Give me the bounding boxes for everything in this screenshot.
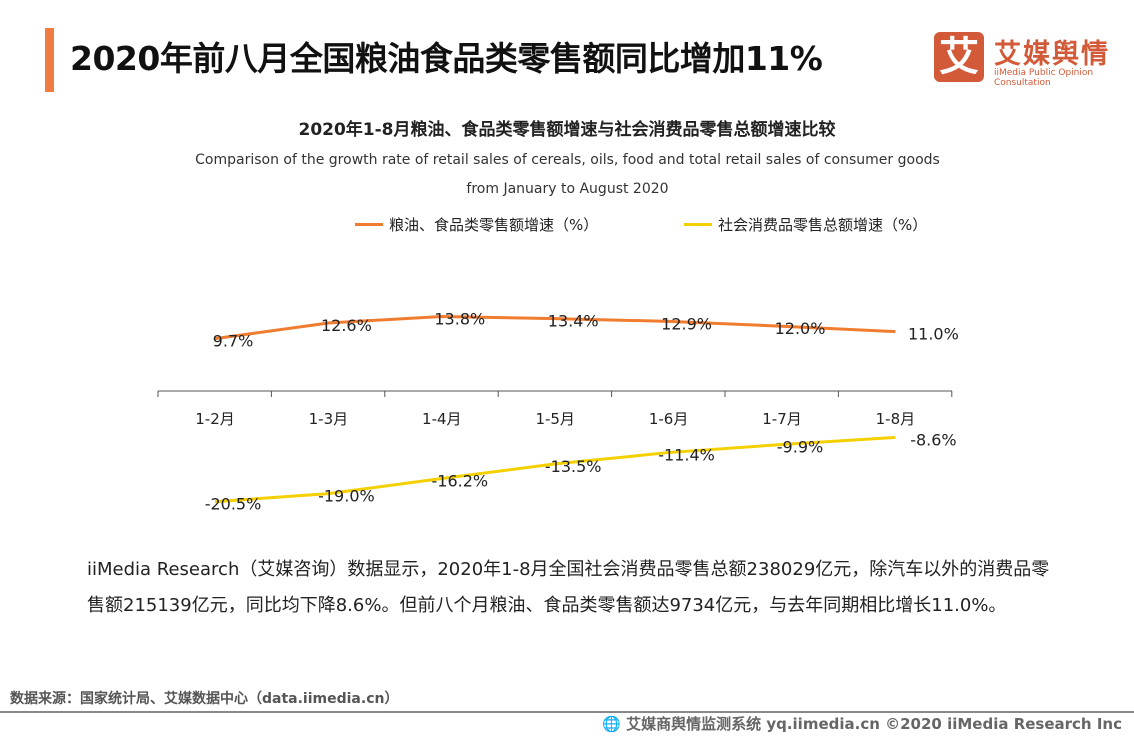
x-tick-label: 1-2月 (195, 410, 235, 428)
data-label: 12.0% (775, 319, 826, 338)
footer-copyright: 🌐 艾媒商舆情监测系统 yq.iimedia.cn ©2020 iiMedia … (602, 713, 1122, 734)
data-label: -8.6% (910, 430, 956, 449)
legend-item-0: 粮油、食品类零售额增速（%） (355, 214, 598, 235)
data-label: 12.9% (661, 314, 712, 333)
legend-label: 粮油、食品类零售额增速（%） (389, 216, 599, 234)
x-tick-label: 1-6月 (649, 410, 689, 428)
legend-label: 社会消费品零售总额增速（%） (718, 216, 928, 234)
logo-subtext: iiMedia Public Opinion Consultation (994, 68, 1094, 88)
x-tick-label: 1-4月 (422, 410, 462, 428)
data-source: 数据来源：国家统计局、艾媒数据中心（data.iimedia.cn） (10, 691, 399, 707)
chart-subtitle: Comparison of the growth rate of retail … (195, 152, 940, 197)
x-tick-label: 1-7月 (762, 410, 802, 428)
data-label: -19.0% (318, 487, 375, 506)
data-label: -9.9% (777, 437, 823, 456)
logo-mark: 艾 (934, 32, 984, 82)
page-title: 2020年前八月全国粮油食品类零售额同比增加11% (70, 39, 823, 78)
data-label: 12.6% (321, 316, 372, 335)
data-label: -11.4% (658, 446, 715, 465)
data-label: -20.5% (205, 495, 262, 514)
data-label: 13.4% (548, 312, 599, 331)
data-label: 11.0% (908, 325, 959, 344)
copyright-text: 艾媒商舆情监测系统 yq.iimedia.cn ©2020 iiMedia Re… (626, 715, 1122, 733)
series-line-0 (214, 314, 896, 341)
legend-swatch (355, 223, 383, 226)
globe-cursor-icon: 🌐 (602, 715, 627, 733)
legend-swatch (684, 223, 712, 226)
title-accent-bar (45, 28, 54, 92)
data-label: 13.8% (434, 309, 485, 328)
x-tick-label: 1-8月 (876, 410, 916, 428)
legend-item-1: 社会消费品零售总额增速（%） (684, 214, 927, 235)
summary-paragraph: iiMedia Research（艾媒咨询）数据显示，2020年1-8月全国社会… (87, 559, 1050, 616)
x-tick-label: 1-3月 (309, 410, 349, 428)
chart-title: 2020年1-8月粮油、食品类零售额增速与社会消费品零售总额增速比较 (298, 120, 836, 140)
series-line-1 (214, 435, 896, 504)
logo-text: 艾媒舆情 (994, 39, 1110, 70)
x-tick-label: 1-5月 (535, 410, 575, 428)
data-label: -16.2% (431, 471, 488, 490)
footer-divider (0, 711, 1134, 713)
data-label: -13.5% (545, 457, 602, 476)
data-label: 9.7% (213, 332, 254, 351)
